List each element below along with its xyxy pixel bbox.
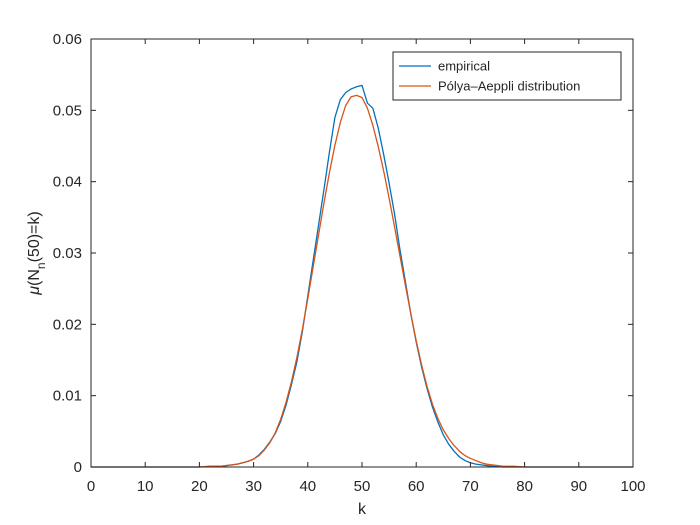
y-axis-label: μ(Nn(50)=k) (26, 211, 48, 295)
y-axis-label-prefix: μ (26, 286, 43, 296)
x-axis-ticks: 0 10 20 30 40 50 60 70 80 90 100 (87, 39, 646, 495)
series-layer (91, 84, 633, 468)
x-tick-label: 0 (87, 478, 95, 495)
series-line-1 (91, 94, 633, 468)
legend: empirical Pólya–Aeppli distribution (392, 51, 622, 101)
y-tick-label: 0.04 (53, 174, 82, 191)
x-axis-label: k (358, 501, 367, 518)
x-tick-label: 90 (570, 478, 587, 495)
y-tick-label: 0.03 (53, 245, 82, 262)
x-tick-label: 100 (620, 478, 645, 495)
y-axis-label-open: (N (26, 269, 43, 286)
legend-label-polya-aeppli: Pólya–Aeppli distribution (438, 79, 580, 94)
x-tick-label: 60 (408, 478, 425, 495)
y-tick-label: 0 (74, 459, 82, 476)
y-tick-label: 0.01 (53, 388, 82, 405)
x-tick-label: 30 (245, 478, 262, 495)
y-tick-label: 0.02 (53, 316, 82, 333)
x-tick-label: 40 (299, 478, 316, 495)
y-axis-label-rest: (50)=k) (26, 211, 43, 262)
y-tick-label: 0.05 (53, 102, 82, 119)
plot-background (91, 39, 633, 467)
x-tick-label: 50 (354, 478, 371, 495)
y-axis-ticks: 0 0.01 0.02 0.03 0.04 0.05 0.06 (53, 31, 633, 476)
y-axis-label-subscript: n (34, 262, 48, 269)
y-tick-label: 0.06 (53, 31, 82, 48)
legend-label-empirical: empirical (438, 59, 490, 74)
x-tick-label: 80 (516, 478, 533, 495)
x-tick-label: 10 (137, 478, 154, 495)
x-tick-label: 20 (191, 478, 208, 495)
x-tick-label: 70 (462, 478, 479, 495)
legend-box (392, 51, 622, 101)
